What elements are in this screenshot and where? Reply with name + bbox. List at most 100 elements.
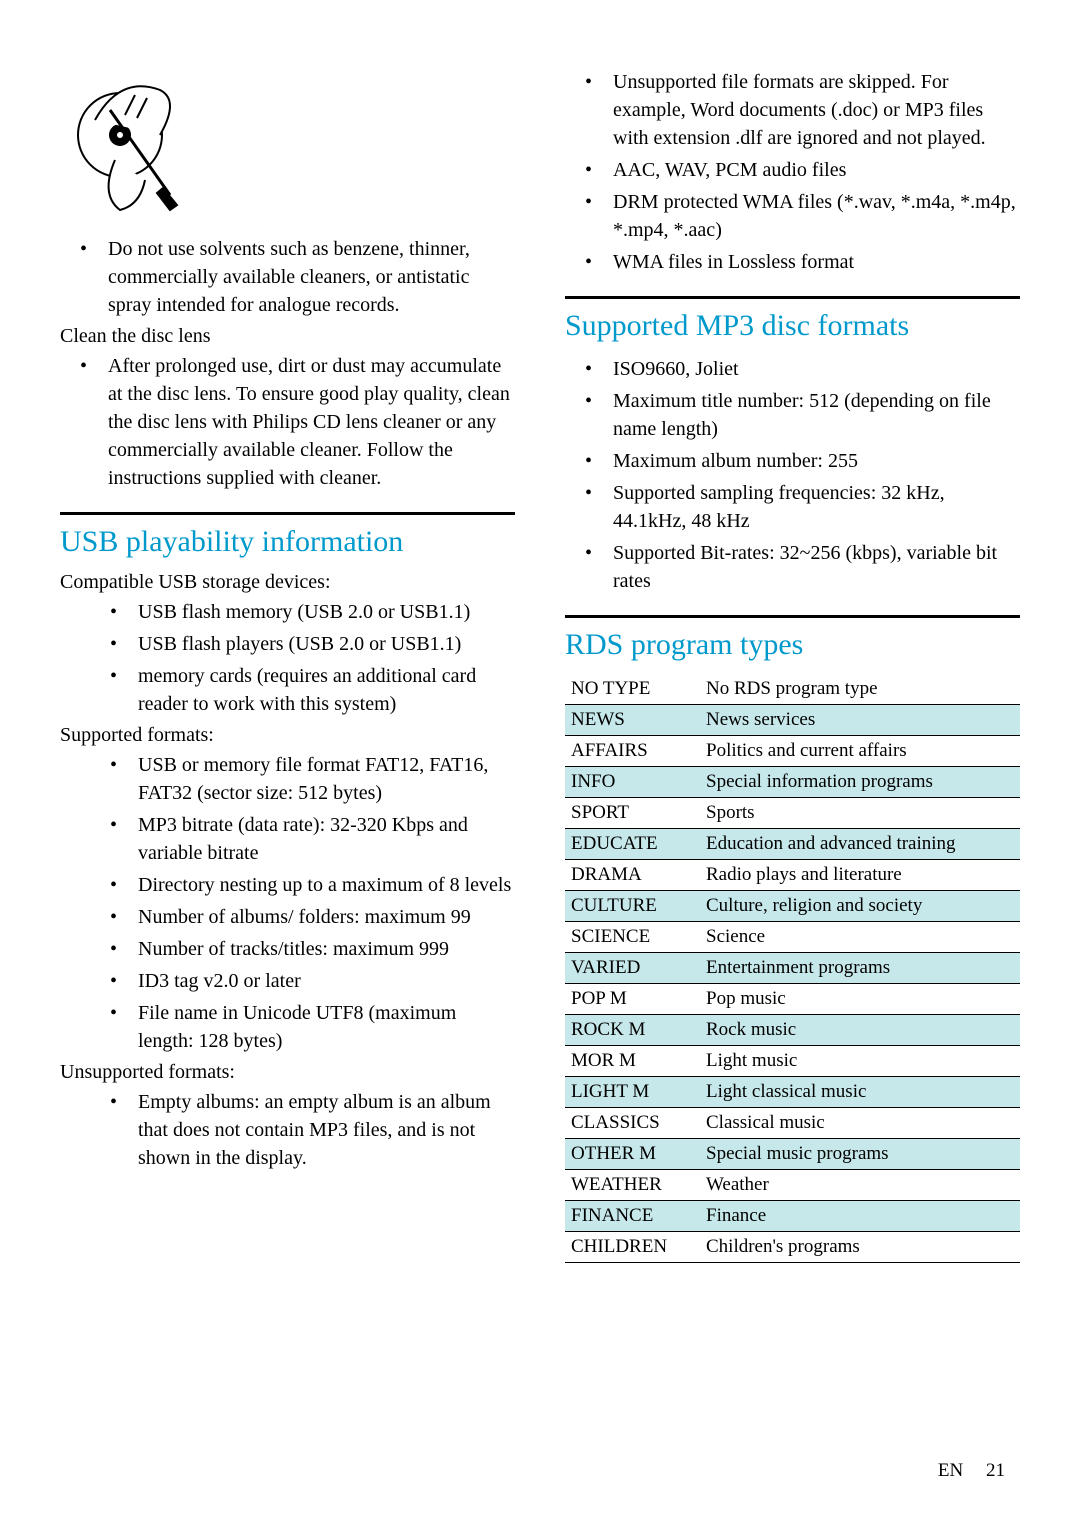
list-item: WMA files in Lossless format (565, 248, 1020, 276)
table-cell: Sports (700, 798, 1020, 829)
table-cell: Special music programs (700, 1139, 1020, 1170)
table-cell: Pop music (700, 984, 1020, 1015)
table-row: INFOSpecial information programs (565, 767, 1020, 798)
solvent-warning-item: Do not use solvents such as benzene, thi… (60, 235, 515, 319)
section-rule (60, 512, 515, 515)
disc-cleaning-illustration (65, 60, 185, 220)
table-cell: EDUCATE (565, 829, 700, 860)
table-cell: No RDS program type (700, 674, 1020, 705)
table-row: SPORTSports (565, 798, 1020, 829)
list-item: Supported Bit-rates: 32~256 (kbps), vari… (565, 539, 1020, 595)
table-cell: Rock music (700, 1015, 1020, 1046)
table-cell: Entertainment programs (700, 953, 1020, 984)
table-cell: SCIENCE (565, 922, 700, 953)
table-cell: Politics and current affairs (700, 736, 1020, 767)
footer-lang: EN (938, 1460, 963, 1481)
page-footer: EN 21 (938, 1460, 1005, 1482)
table-cell: AFFAIRS (565, 736, 700, 767)
list-item: USB flash players (USB 2.0 or USB1.1) (60, 630, 515, 658)
list-item: AAC, WAV, PCM audio files (565, 156, 1020, 184)
table-row: NO TYPENo RDS program type (565, 674, 1020, 705)
table-cell: SPORT (565, 798, 700, 829)
table-row: CHILDRENChildren's programs (565, 1232, 1020, 1263)
list-item: Directory nesting up to a maximum of 8 l… (60, 871, 515, 899)
table-cell: MOR M (565, 1046, 700, 1077)
table-cell: Finance (700, 1201, 1020, 1232)
table-row: LIGHT MLight classical music (565, 1077, 1020, 1108)
table-row: AFFAIRSPolitics and current affairs (565, 736, 1020, 767)
table-row: VARIEDEntertainment programs (565, 953, 1020, 984)
table-cell: DRAMA (565, 860, 700, 891)
list-item: memory cards (requires an additional car… (60, 662, 515, 718)
table-cell: Culture, religion and society (700, 891, 1020, 922)
table-cell: NEWS (565, 705, 700, 736)
table-cell: Radio plays and literature (700, 860, 1020, 891)
clean-lens-item: After prolonged use, dirt or dust may ac… (60, 352, 515, 492)
table-cell: INFO (565, 767, 700, 798)
table-cell: News services (700, 705, 1020, 736)
unsupported-list: Empty albums: an empty album is an album… (60, 1088, 515, 1172)
list-item: Unsupported file formats are skipped. Fo… (565, 68, 1020, 152)
list-item: ID3 tag v2.0 or later (60, 967, 515, 995)
table-cell: NO TYPE (565, 674, 700, 705)
table-row: CLASSICSClassical music (565, 1108, 1020, 1139)
table-cell: Special information programs (700, 767, 1020, 798)
table-cell: Education and advanced training (700, 829, 1020, 860)
list-item: ISO9660, Joliet (565, 355, 1020, 383)
right-column: Unsupported file formats are skipped. Fo… (565, 60, 1020, 1263)
list-item: Maximum title number: 512 (depending on … (565, 387, 1020, 443)
unsupported-heading: Unsupported formats: (60, 1061, 515, 1084)
list-item: Supported sampling frequencies: 32 kHz, … (565, 479, 1020, 535)
table-row: OTHER MSpecial music programs (565, 1139, 1020, 1170)
table-cell: WEATHER (565, 1170, 700, 1201)
table-cell: CHILDREN (565, 1232, 700, 1263)
list-item: Empty albums: an empty album is an album… (60, 1088, 515, 1172)
compat-heading: Compatible USB storage devices: (60, 571, 515, 594)
list-item: DRM protected WMA files (*.wav, *.m4a, *… (565, 188, 1020, 244)
table-cell: FINANCE (565, 1201, 700, 1232)
table-cell: Children's programs (700, 1232, 1020, 1263)
section-rule (565, 296, 1020, 299)
section-rule (565, 615, 1020, 618)
table-row: POP MPop music (565, 984, 1020, 1015)
solvent-warning-list: Do not use solvents such as benzene, thi… (60, 235, 515, 319)
clean-lens-heading: Clean the disc lens (60, 325, 515, 348)
table-cell: POP M (565, 984, 700, 1015)
unsupported-cont-list: Unsupported file formats are skipped. Fo… (565, 68, 1020, 276)
table-row: DRAMARadio plays and literature (565, 860, 1020, 891)
table-cell: ROCK M (565, 1015, 700, 1046)
list-item: Number of albums/ folders: maximum 99 (60, 903, 515, 931)
table-cell: VARIED (565, 953, 700, 984)
mp3-list: ISO9660, Joliet Maximum title number: 512… (565, 355, 1020, 595)
list-item: File name in Unicode UTF8 (maximum lengt… (60, 999, 515, 1055)
table-cell: OTHER M (565, 1139, 700, 1170)
table-row: NEWSNews services (565, 705, 1020, 736)
table-row: ROCK MRock music (565, 1015, 1020, 1046)
table-cell: CULTURE (565, 891, 700, 922)
compat-list: USB flash memory (USB 2.0 or USB1.1)USB … (60, 598, 515, 718)
list-item: Maximum album number: 255 (565, 447, 1020, 475)
list-item: MP3 bitrate (data rate): 32-320 Kbps and… (60, 811, 515, 867)
table-row: FINANCEFinance (565, 1201, 1020, 1232)
mp3-section-title: Supported MP3 disc formats (565, 309, 1020, 343)
table-row: EDUCATEEducation and advanced training (565, 829, 1020, 860)
list-item: USB or memory file format FAT12, FAT16, … (60, 751, 515, 807)
table-cell: Science (700, 922, 1020, 953)
left-column: Do not use solvents such as benzene, thi… (60, 60, 515, 1263)
rds-table: NO TYPENo RDS program typeNEWSNews servi… (565, 674, 1020, 1263)
table-row: SCIENCEScience (565, 922, 1020, 953)
table-cell: CLASSICS (565, 1108, 700, 1139)
table-cell: Light classical music (700, 1077, 1020, 1108)
rds-section-title: RDS program types (565, 628, 1020, 662)
table-row: CULTURECulture, religion and society (565, 891, 1020, 922)
table-cell: Classical music (700, 1108, 1020, 1139)
clean-lens-list: After prolonged use, dirt or dust may ac… (60, 352, 515, 492)
supported-list: USB or memory file format FAT12, FAT16, … (60, 751, 515, 1055)
table-cell: LIGHT M (565, 1077, 700, 1108)
footer-page: 21 (986, 1460, 1005, 1481)
table-row: WEATHERWeather (565, 1170, 1020, 1201)
table-cell: Light music (700, 1046, 1020, 1077)
list-item: Number of tracks/titles: maximum 999 (60, 935, 515, 963)
table-row: MOR MLight music (565, 1046, 1020, 1077)
rds-tbody: NO TYPENo RDS program typeNEWSNews servi… (565, 674, 1020, 1263)
